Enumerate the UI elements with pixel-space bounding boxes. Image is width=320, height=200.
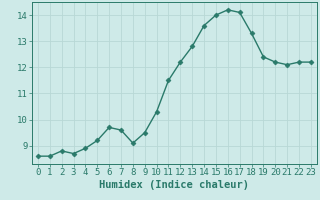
X-axis label: Humidex (Indice chaleur): Humidex (Indice chaleur) (100, 180, 249, 190)
